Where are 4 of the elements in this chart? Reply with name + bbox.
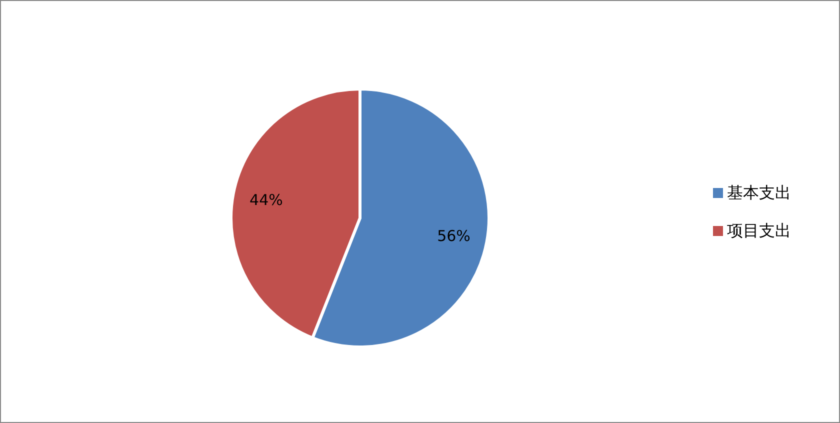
legend-label: 基本支出 [727,182,791,202]
data-label: 56% [437,226,470,245]
data-label: 44% [250,191,283,210]
legend-label: 项目支出 [727,220,791,240]
